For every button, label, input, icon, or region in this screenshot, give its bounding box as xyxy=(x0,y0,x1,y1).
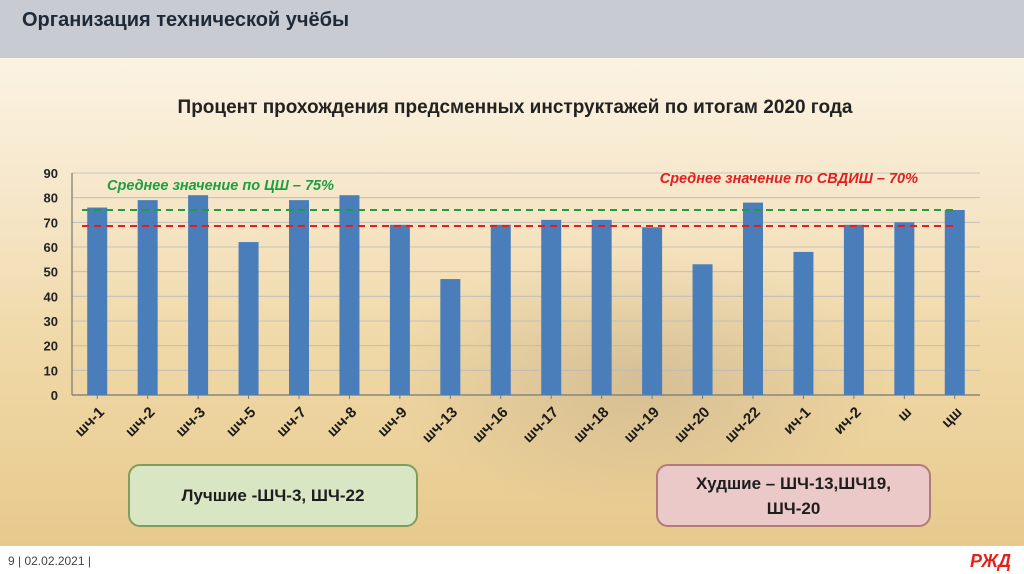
bar xyxy=(894,222,915,395)
y-tick-label: 10 xyxy=(44,363,58,378)
y-tick-label: 40 xyxy=(44,289,58,304)
bar xyxy=(188,195,209,395)
y-tick-label: 70 xyxy=(44,215,58,230)
rzd-logo-icon: РЖД xyxy=(970,551,1011,571)
x-tick-label: шч-16 xyxy=(469,404,511,446)
bar xyxy=(692,264,713,395)
y-tick-label: 80 xyxy=(44,191,58,206)
x-tick-label: шч-8 xyxy=(324,404,360,440)
x-tick-label: шч-5 xyxy=(223,404,259,440)
x-tick-label: шч-7 xyxy=(273,404,309,440)
best-box: Лучшие -ШЧ-3, ШЧ-22 xyxy=(128,464,418,527)
bar xyxy=(541,219,562,395)
chart-title: Процент прохождения предсменных инструкт… xyxy=(177,97,853,118)
slide-footer: 9 | 02.02.2021 | xyxy=(0,546,1024,574)
x-tick-label: шч-13 xyxy=(419,404,461,446)
bar xyxy=(137,200,158,395)
y-tick-label: 90 xyxy=(44,166,58,181)
x-tick-label: ш xyxy=(894,404,915,425)
bar xyxy=(238,242,259,395)
bar xyxy=(944,210,965,395)
reference-line-label: Среднее значение по ЦШ – 75% xyxy=(107,178,334,194)
svg-text:РЖД: РЖД xyxy=(970,551,1011,571)
footer-page-date: 9 | 02.02.2021 | xyxy=(8,554,91,568)
x-tick-label: шч-17 xyxy=(520,404,562,446)
x-tick-label: ич-2 xyxy=(831,404,865,438)
worst-box: Худшие – ШЧ-13,ШЧ19, ШЧ-20 xyxy=(656,464,931,527)
x-tick-label: шч-2 xyxy=(122,404,158,440)
bar xyxy=(87,207,108,395)
x-tick-label: шч-19 xyxy=(621,404,663,446)
slide-title: Организация технической учёбы xyxy=(22,9,350,31)
reference-line-label: Среднее значение по СВДИШ – 70% xyxy=(660,171,918,187)
bar xyxy=(843,224,864,395)
x-tick-label: шч-22 xyxy=(721,404,763,446)
bar xyxy=(389,224,410,395)
y-tick-label: 20 xyxy=(44,339,58,354)
bar xyxy=(339,195,360,395)
bar xyxy=(642,227,663,395)
x-tick-label: цш xyxy=(938,404,965,431)
bar xyxy=(440,279,461,395)
slide-header: Организация технической учёбы xyxy=(0,0,1024,58)
y-tick-label: 0 xyxy=(51,388,58,403)
x-tick-label: шч-18 xyxy=(570,404,612,446)
x-tick-label: шч-1 xyxy=(72,404,108,440)
y-tick-label: 30 xyxy=(44,314,58,329)
y-tick-label: 50 xyxy=(44,265,58,280)
x-tick-label: ич-1 xyxy=(780,404,814,438)
x-tick-label: шч-20 xyxy=(671,404,713,446)
x-tick-label: шч-3 xyxy=(172,404,208,440)
bar xyxy=(490,224,511,395)
bar xyxy=(743,202,763,395)
x-tick-label: шч-9 xyxy=(374,404,410,440)
y-tick-label: 60 xyxy=(44,240,58,255)
bar xyxy=(289,200,309,395)
bar xyxy=(591,219,612,395)
bar xyxy=(793,251,814,395)
